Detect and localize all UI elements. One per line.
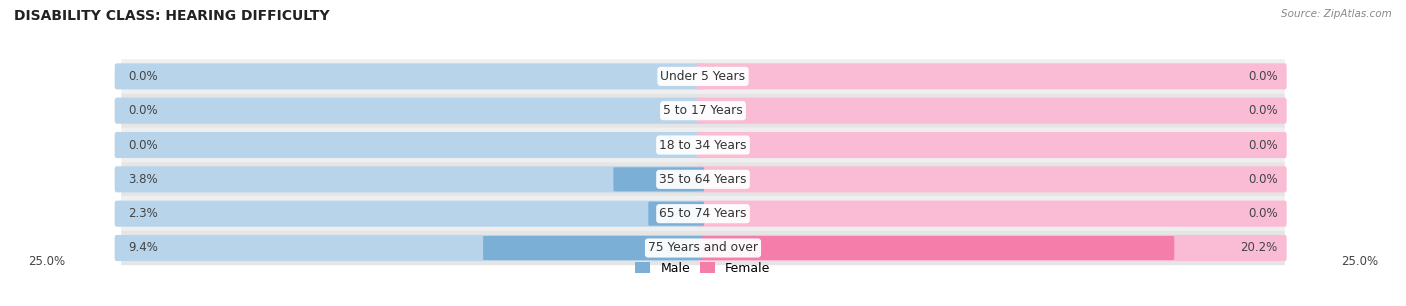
Text: 25.0%: 25.0% bbox=[1341, 255, 1378, 268]
FancyBboxPatch shape bbox=[121, 59, 1285, 94]
FancyBboxPatch shape bbox=[696, 98, 1286, 124]
FancyBboxPatch shape bbox=[648, 202, 704, 226]
Text: 2.3%: 2.3% bbox=[128, 207, 157, 220]
Text: 18 to 34 Years: 18 to 34 Years bbox=[659, 139, 747, 151]
FancyBboxPatch shape bbox=[121, 94, 1285, 128]
Text: 3.8%: 3.8% bbox=[128, 173, 157, 186]
Text: 0.0%: 0.0% bbox=[1249, 139, 1278, 151]
FancyBboxPatch shape bbox=[115, 235, 704, 261]
FancyBboxPatch shape bbox=[115, 166, 704, 192]
FancyBboxPatch shape bbox=[696, 63, 1286, 89]
Text: 20.2%: 20.2% bbox=[1240, 241, 1278, 255]
Text: 9.4%: 9.4% bbox=[128, 241, 157, 255]
Text: 75 Years and over: 75 Years and over bbox=[648, 241, 758, 255]
Text: 25.0%: 25.0% bbox=[28, 255, 65, 268]
FancyBboxPatch shape bbox=[115, 98, 704, 124]
Text: 0.0%: 0.0% bbox=[1249, 70, 1278, 83]
FancyBboxPatch shape bbox=[121, 128, 1285, 162]
Text: 0.0%: 0.0% bbox=[1249, 173, 1278, 186]
FancyBboxPatch shape bbox=[121, 196, 1285, 231]
Legend: Male, Female: Male, Female bbox=[630, 257, 776, 280]
Text: 35 to 64 Years: 35 to 64 Years bbox=[659, 173, 747, 186]
Text: 0.0%: 0.0% bbox=[1249, 104, 1278, 117]
FancyBboxPatch shape bbox=[121, 231, 1285, 265]
FancyBboxPatch shape bbox=[613, 167, 704, 191]
Text: 0.0%: 0.0% bbox=[128, 139, 157, 151]
FancyBboxPatch shape bbox=[115, 63, 704, 89]
Text: 0.0%: 0.0% bbox=[1249, 207, 1278, 220]
Text: DISABILITY CLASS: HEARING DIFFICULTY: DISABILITY CLASS: HEARING DIFFICULTY bbox=[14, 9, 329, 23]
FancyBboxPatch shape bbox=[115, 201, 704, 227]
Text: Under 5 Years: Under 5 Years bbox=[661, 70, 745, 83]
Text: 0.0%: 0.0% bbox=[128, 104, 157, 117]
FancyBboxPatch shape bbox=[115, 132, 704, 158]
FancyBboxPatch shape bbox=[696, 201, 1286, 227]
FancyBboxPatch shape bbox=[696, 132, 1286, 158]
FancyBboxPatch shape bbox=[696, 235, 1286, 261]
Text: Source: ZipAtlas.com: Source: ZipAtlas.com bbox=[1281, 9, 1392, 19]
FancyBboxPatch shape bbox=[121, 162, 1285, 196]
FancyBboxPatch shape bbox=[484, 236, 704, 260]
FancyBboxPatch shape bbox=[696, 166, 1286, 192]
Text: 0.0%: 0.0% bbox=[128, 70, 157, 83]
FancyBboxPatch shape bbox=[702, 236, 1174, 260]
Text: 5 to 17 Years: 5 to 17 Years bbox=[664, 104, 742, 117]
Text: 65 to 74 Years: 65 to 74 Years bbox=[659, 207, 747, 220]
